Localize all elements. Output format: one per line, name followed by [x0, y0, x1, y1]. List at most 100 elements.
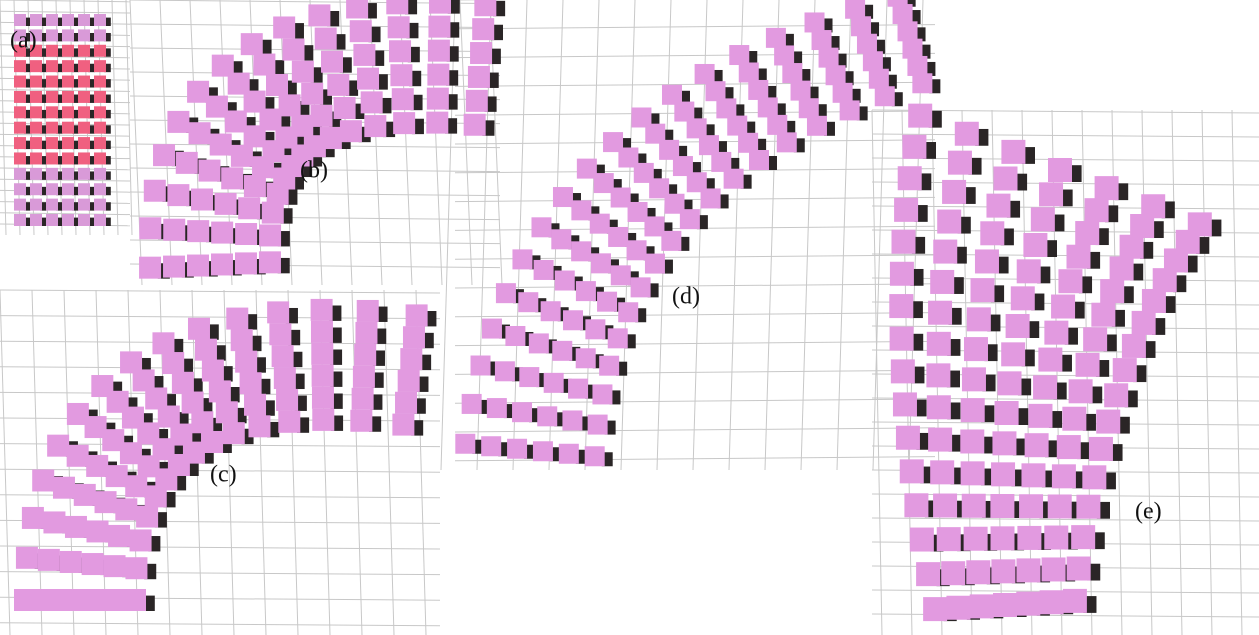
block [188, 318, 210, 340]
block [238, 197, 260, 219]
block [562, 410, 582, 430]
block [857, 34, 877, 54]
block [563, 310, 583, 330]
block [505, 326, 525, 346]
block [125, 557, 147, 579]
block [428, 40, 450, 62]
block [104, 555, 126, 577]
block [94, 60, 106, 72]
block [472, 18, 494, 40]
block [631, 277, 651, 297]
block [1031, 207, 1055, 231]
block [608, 328, 628, 348]
block [961, 398, 985, 422]
block [933, 240, 957, 264]
figure: (a) (b) (c) (d) (e) [0, 0, 1259, 635]
block [986, 194, 1010, 218]
block [962, 494, 986, 518]
block [30, 168, 42, 180]
block [912, 73, 932, 93]
block [863, 51, 883, 71]
grid-line [455, 197, 935, 201]
block [106, 465, 128, 487]
block [930, 460, 954, 484]
block [777, 132, 797, 152]
block [933, 494, 957, 518]
panel-label: (d) [672, 284, 700, 310]
block [94, 137, 106, 149]
block [315, 28, 337, 50]
block [892, 230, 916, 254]
block [108, 525, 130, 547]
block [47, 435, 69, 457]
block [62, 137, 74, 149]
block [585, 319, 605, 339]
block [799, 98, 819, 118]
block [991, 462, 1015, 486]
block [998, 371, 1022, 395]
block [980, 221, 1004, 245]
block [62, 183, 74, 195]
block [198, 160, 220, 182]
block [125, 475, 147, 497]
block [946, 596, 970, 620]
block [163, 256, 185, 278]
block [1141, 194, 1165, 218]
block [1017, 259, 1041, 283]
block [353, 44, 375, 66]
grid-line [130, 0, 142, 285]
block [153, 144, 175, 166]
block [962, 367, 986, 391]
block [705, 81, 725, 101]
block [283, 39, 305, 61]
block [591, 253, 611, 273]
block [1067, 557, 1091, 581]
block [464, 114, 486, 136]
block [904, 493, 928, 517]
block [1120, 235, 1144, 259]
block [907, 56, 927, 76]
block [235, 351, 257, 373]
block [311, 321, 333, 343]
block [970, 594, 994, 618]
block [241, 33, 263, 55]
block [840, 100, 860, 120]
block [1075, 221, 1099, 245]
block [46, 168, 58, 180]
block [350, 20, 372, 42]
block [812, 30, 832, 50]
grid-line [455, 140, 935, 144]
grid-line [1202, 110, 1212, 635]
block [94, 76, 106, 88]
block [312, 387, 334, 409]
block [474, 0, 496, 16]
block [361, 91, 383, 113]
block [386, 0, 408, 14]
block [597, 292, 617, 312]
block [1132, 311, 1156, 335]
block [1001, 140, 1025, 164]
block [311, 105, 333, 127]
block [426, 112, 448, 134]
block [221, 167, 243, 189]
block [62, 152, 74, 164]
block [975, 249, 999, 273]
block [1089, 437, 1113, 461]
block [22, 507, 44, 529]
block [531, 217, 551, 237]
block [661, 231, 681, 251]
block [608, 227, 628, 247]
block [428, 16, 450, 38]
block [94, 29, 106, 41]
block [267, 301, 289, 323]
block [62, 76, 74, 88]
block [645, 254, 665, 274]
grid-line [0, 134, 130, 136]
block [727, 116, 747, 136]
block [1076, 495, 1100, 519]
panel-label: (e) [1135, 499, 1162, 525]
block [512, 402, 532, 422]
grid-line [513, 0, 527, 470]
block [392, 414, 414, 436]
block [32, 469, 54, 491]
